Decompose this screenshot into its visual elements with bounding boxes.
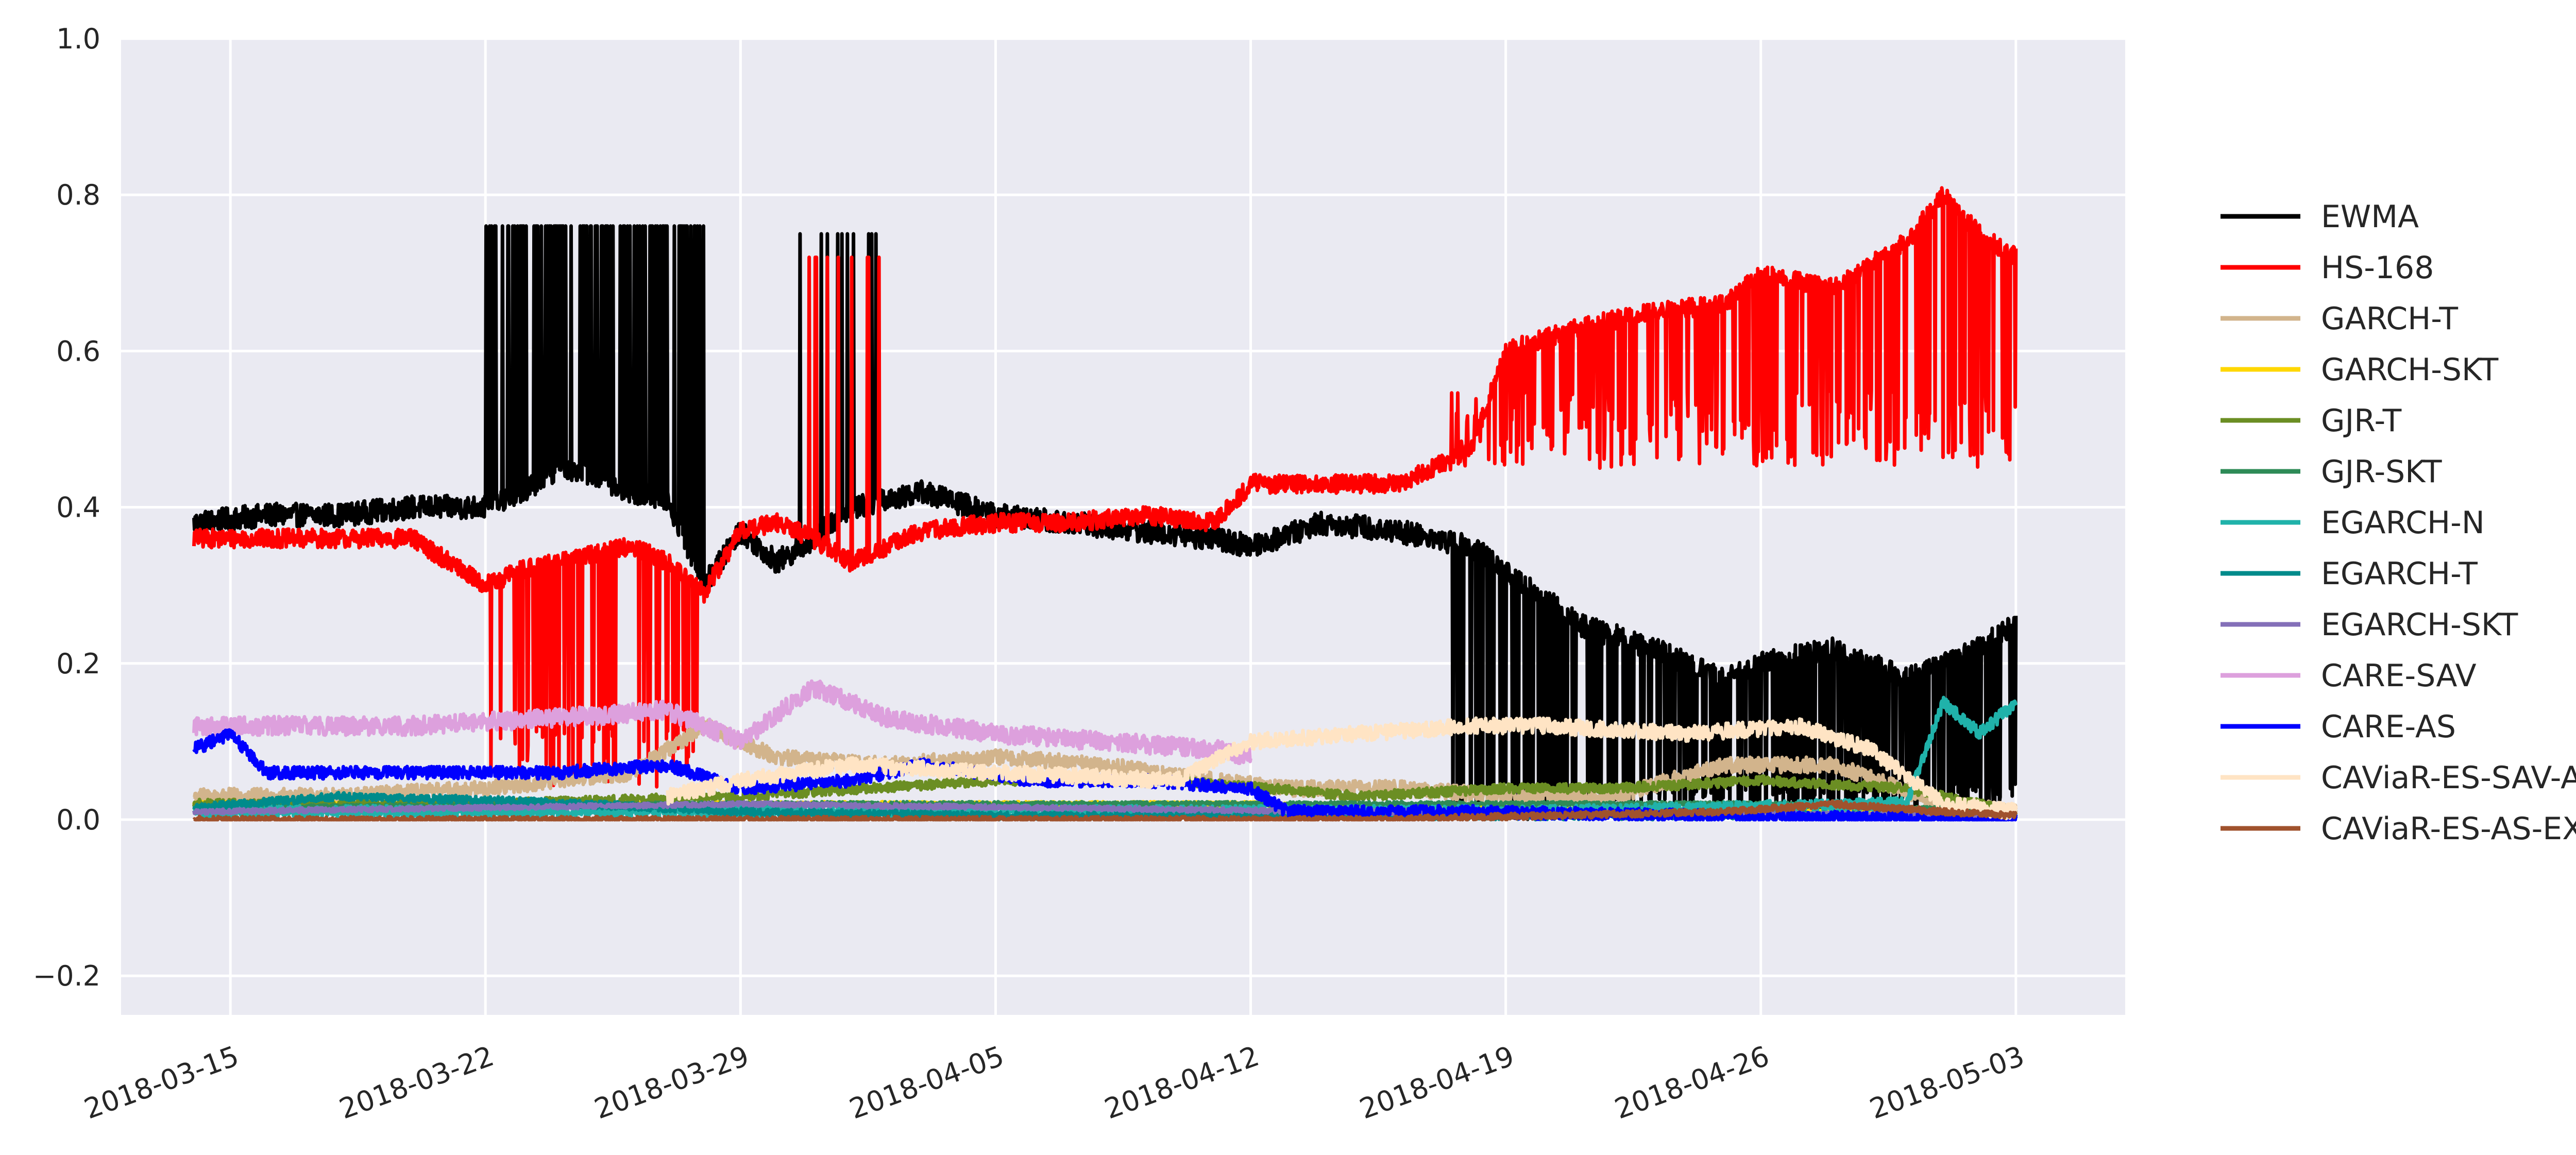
legend-label: HS-168 [2321, 250, 2434, 286]
x-tick-label: 2018-03-22 [335, 1040, 498, 1126]
x-tick-label: 2018-03-29 [590, 1040, 753, 1126]
y-tick-label: 0.4 [56, 491, 100, 524]
x-tick-label: 2018-04-26 [1611, 1040, 1773, 1126]
legend-label: GARCH-SKT [2321, 352, 2499, 388]
x-tick-label: 2018-04-12 [1100, 1040, 1263, 1126]
series-line-caviar-es-as-exp [192, 799, 2018, 822]
x-tick-label: 2018-04-05 [845, 1040, 1008, 1126]
series-lines [192, 186, 2018, 822]
legend-label: CARE-SAV [2321, 658, 2477, 694]
legend-label: CAViaR-ES-SAV-AR [2321, 760, 2576, 796]
legend-label: EGARCH-T [2321, 556, 2478, 592]
legend-label: EGARCH-SKT [2321, 607, 2518, 643]
x-tick-label: 2018-03-15 [80, 1040, 243, 1126]
legend-label: CAViaR-ES-AS-EXP [2321, 811, 2576, 847]
legend-label: EWMA [2321, 199, 2419, 235]
y-tick-label: 0.0 [56, 804, 100, 836]
series-line-hs-168 [192, 186, 2018, 789]
y-tick-labels: −0.2 0.0 0.2 0.4 0.6 0.8 1.0 [33, 23, 100, 992]
legend-label: GARCH-T [2321, 301, 2458, 337]
legend-label: EGARCH-N [2321, 505, 2485, 541]
x-tick-label: 2018-05-03 [1866, 1040, 2028, 1126]
y-tick-label: 0.2 [56, 648, 100, 680]
legend-label: GJR-SKT [2321, 454, 2442, 490]
y-tick-label: 1.0 [56, 23, 100, 55]
y-tick-label: −0.2 [33, 960, 100, 992]
series-line-caviar-es-sav-ar [666, 716, 2018, 821]
series-line-care-sav [192, 679, 1252, 766]
y-tick-label: 0.6 [56, 335, 100, 367]
y-tick-label: 0.8 [56, 179, 100, 211]
x-tick-labels: 2018-03-15 2018-03-22 2018-03-29 2018-04-05… [80, 1040, 2028, 1126]
x-tick-label: 2018-04-19 [1355, 1040, 1518, 1126]
legend-label: GJR-T [2321, 403, 2402, 439]
legend-label: CARE-AS [2321, 709, 2456, 745]
legend: EWMA HS-168 GARCH-T GARCH-SKT GJR-T GJR-SKT EG… [2221, 199, 2576, 847]
